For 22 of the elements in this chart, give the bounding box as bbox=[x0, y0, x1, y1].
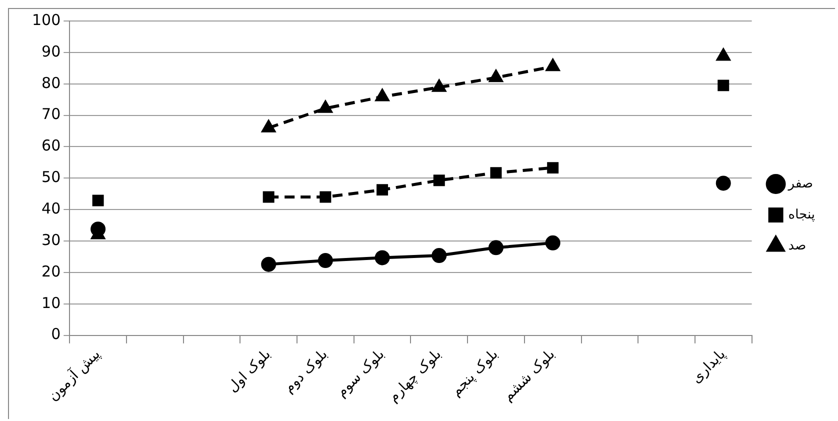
legend-label: صفر bbox=[787, 176, 814, 192]
x-tick-label: بلوک اول bbox=[224, 346, 274, 396]
y-tick-label: 80 bbox=[42, 74, 61, 92]
y-tick-label: 30 bbox=[42, 230, 61, 249]
x-tick-label: بلوک چهارم bbox=[385, 346, 445, 406]
y-tick-label: 70 bbox=[42, 105, 61, 124]
x-tick-label: پیش آزمون bbox=[44, 344, 104, 404]
y-tick-label: 50 bbox=[42, 168, 61, 186]
legend-label: صد bbox=[788, 238, 806, 254]
x-tick-label: پایداری bbox=[688, 346, 729, 387]
y-tick-label: 60 bbox=[42, 136, 61, 155]
legend-label: پنجاه bbox=[788, 207, 816, 222]
y-tick-label: 0 bbox=[51, 325, 61, 344]
x-tick-label: بلوک سوم bbox=[334, 346, 388, 400]
y-tick-label: 20 bbox=[42, 262, 61, 280]
x-tick-label: بلوک دوم bbox=[281, 346, 331, 396]
y-tick-label: 90 bbox=[42, 42, 61, 60]
x-tick-label: بلوک پنجم bbox=[448, 346, 502, 400]
x-tick-label: بلوک ششم bbox=[500, 346, 558, 405]
y-tick-label: 100 bbox=[32, 10, 61, 29]
y-tick-label: 40 bbox=[42, 200, 61, 218]
y-tick-label: 10 bbox=[42, 294, 61, 312]
